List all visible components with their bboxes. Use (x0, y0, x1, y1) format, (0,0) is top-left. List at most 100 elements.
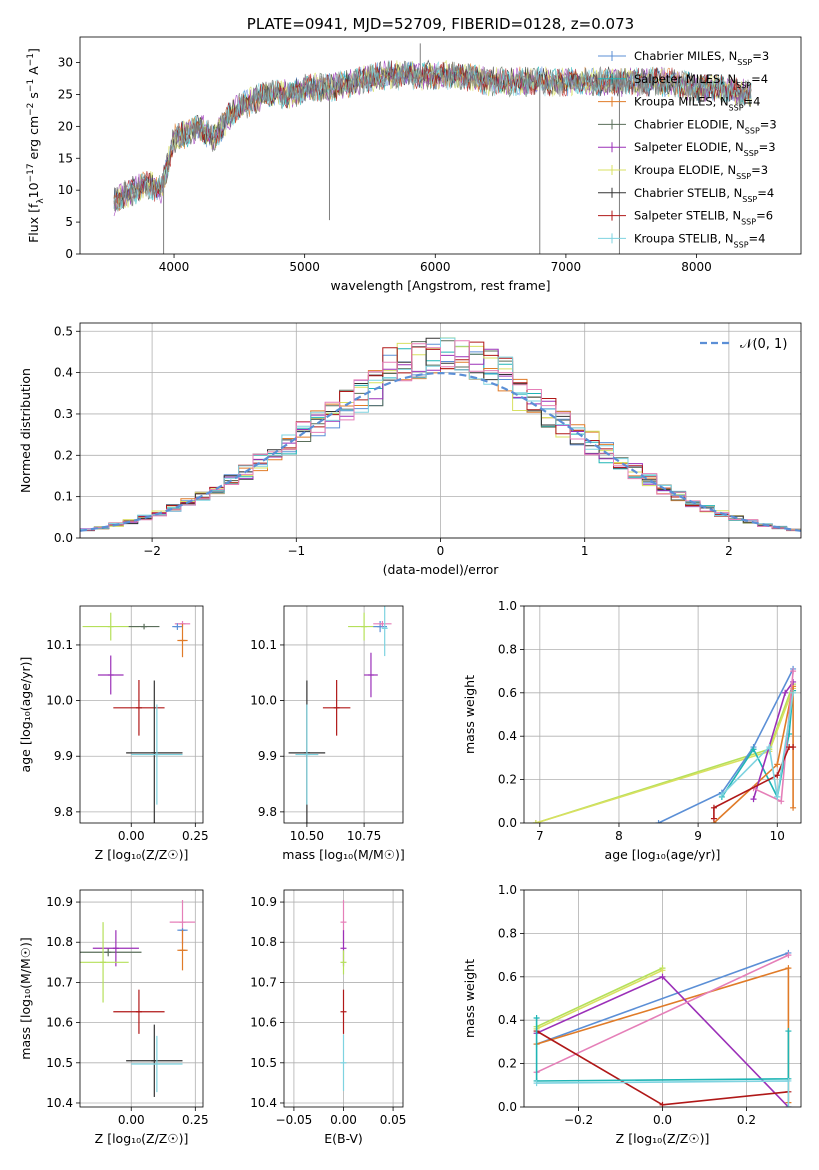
x-tick-label: −0.05 (276, 1113, 313, 1127)
y-axis-label-part: −17 (26, 163, 36, 182)
mass-vs-ebv-panel: −0.05 0.00 0.05 10.4 10.5 10.6 10.7 10.8 10.9 E(B… (250, 889, 406, 1146)
y-tick-label: 0.6 (498, 686, 517, 700)
y-axis-label: Normed distribution (18, 368, 33, 493)
legend-sub: SSP (741, 217, 756, 226)
spectrum-panel: 4000 5000 6000 7000 8000 0 5 10 15 20 25 30 waveleng… (26, 15, 802, 293)
legend-entry: 𝒩(0, 1) (740, 337, 787, 352)
y-axis-label-part: −1 (26, 53, 36, 66)
mass-weight-vs-z-panel: −0.2 0.0 0.2 0.0 0.2 0.4 0.6 0.8 1.0 Z [log₁₀(Z/Z… (462, 883, 802, 1146)
weight-marker (785, 965, 792, 972)
axes-frame (79, 322, 802, 539)
legend-text: Kroupa STELIB, N (634, 231, 734, 245)
legend-text: Salpeter STELIB, N (634, 209, 741, 223)
axes-frame (79, 36, 802, 255)
weight-series (535, 683, 794, 823)
weight-marker (785, 1104, 792, 1107)
y-tick-label: 0.8 (498, 926, 517, 940)
plot-area (82, 612, 191, 823)
age-vs-z-panel: 0.00 0.25 9.8 9.9 10.0 10.1 Z [log₁₀(Z/Z☉)] age… (18, 605, 209, 862)
legend-entry: Kroupa MILES, NSSP=4 (634, 95, 760, 113)
weight-marker (532, 820, 539, 823)
weight-marker (659, 967, 666, 974)
weight-marker (778, 798, 785, 805)
y-tick-label: 0.3 (54, 407, 73, 421)
legend-entry: Kroupa ELODIE, NSSP=3 (634, 163, 768, 181)
mass-vs-z-panel: 0.00 0.25 10.4 10.5 10.6 10.7 10.8 10.9 Z [log₁₀… (18, 889, 209, 1146)
y-tick-label: 0.2 (54, 448, 73, 462)
y-tick-label: 10.7 (250, 975, 277, 989)
weight-marker (710, 804, 717, 811)
legend-tail: =3 (752, 49, 769, 63)
y-axis-label: Flux [fλ10−17 erg cm−2 s−1 A−1] (26, 48, 46, 243)
y-tick-label: 10.9 (250, 895, 277, 909)
y-tick-label: 25 (58, 87, 73, 101)
legend-sub: SSP (744, 149, 759, 158)
weight-marker (790, 689, 797, 696)
weight-marker (785, 952, 792, 959)
x-axis-label: E(B-V) (324, 1131, 363, 1146)
y-tick-label: 10.8 (250, 935, 277, 949)
x-axis-label: Z [log₁₀(Z/Z☉)] (95, 847, 189, 862)
x-tick-label: 0.00 (118, 1113, 145, 1127)
y-axis-label-part: s (26, 92, 41, 103)
weight-series (535, 1018, 790, 1082)
plot-area (288, 606, 392, 823)
y-tick-label: 0.8 (498, 642, 517, 656)
legend-sub: SSP (745, 126, 760, 135)
y-axis-label-part: 10 (26, 182, 41, 198)
weight-marker (790, 804, 797, 811)
y-axis-label-part: λ (36, 198, 46, 204)
y-tick-label: 10.1 (46, 638, 73, 652)
axes-frame (283, 889, 404, 1108)
y-tick-label: 0 (65, 247, 73, 261)
y-tick-label: 0.0 (54, 531, 73, 545)
weight-series (536, 952, 789, 1045)
x-axis-label: Z [log₁₀(Z/Z☉)] (616, 1131, 710, 1146)
weight-series (713, 746, 794, 819)
weight-series (536, 954, 789, 1074)
plot-area (533, 949, 792, 1107)
y-tick-label: 0.0 (498, 816, 517, 830)
y-tick-label: 10.1 (250, 638, 277, 652)
axes-frame (79, 889, 204, 1108)
y-tick-label: 0.2 (498, 773, 517, 787)
x-tick-label: 10.75 (347, 829, 381, 843)
legend-entry: Chabrier MILES, NSSP=3 (634, 49, 769, 67)
x-tick-label: 10 (770, 829, 785, 843)
plot-area (340, 900, 347, 1091)
y-tick-label: 1.0 (498, 599, 517, 613)
legend-sub: SSP (737, 58, 752, 67)
x-axis-label: mass [log₁₀(M/M☉)] (282, 847, 404, 862)
x-tick-label: 0.00 (330, 1113, 357, 1127)
weight-marker (774, 772, 781, 779)
legend-sub: SSP (736, 172, 751, 181)
x-axis-label: wavelength [Angstrom, rest frame] (330, 278, 550, 293)
axes-frame (523, 889, 802, 1108)
legend-tail: =4 (744, 95, 761, 109)
y-axis-label: mass [log₁₀(M/M☉)] (18, 937, 33, 1059)
y-tick-label: 1.0 (498, 883, 517, 897)
y-axis-label-part: Flux [f (26, 203, 41, 243)
y-tick-label: 10.0 (250, 694, 277, 708)
axes-frame (79, 605, 204, 824)
weight-marker (785, 1028, 792, 1035)
plot-area (80, 900, 196, 1097)
y-axis-label-part: −2 (26, 103, 36, 116)
weight-series (535, 688, 794, 823)
weight-marker (790, 668, 797, 675)
weight-marker (785, 1077, 792, 1084)
y-tick-label: 0.0 (498, 1100, 517, 1114)
legend-sub: SSP (734, 240, 749, 249)
y-tick-label: 0.1 (54, 490, 73, 504)
x-tick-label: 0.0 (653, 1113, 672, 1127)
legend-tail: =4 (749, 231, 766, 245)
x-tick-label: 7000 (551, 260, 582, 274)
y-axis-label-part: A (26, 66, 41, 79)
legend-text: Chabrier ELODIE, N (634, 117, 745, 131)
legend-tail: =6 (756, 209, 773, 223)
y-tick-label: 9.9 (54, 749, 73, 763)
x-tick-label: 0.25 (182, 1113, 209, 1127)
legend-text: Kroupa ELODIE, N (634, 163, 736, 177)
legend-tail: =3 (760, 117, 777, 131)
legend-sub: SSP (729, 103, 744, 112)
